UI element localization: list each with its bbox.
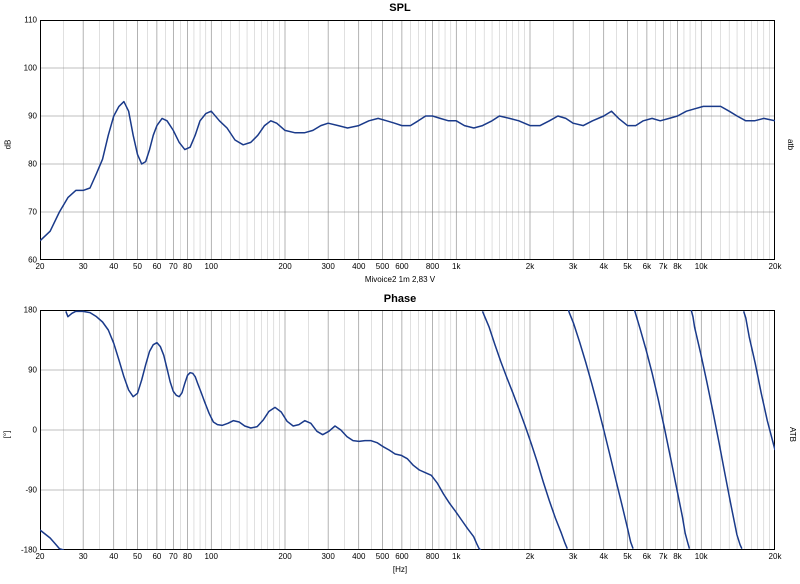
xtick-label: 200 (278, 552, 291, 561)
ytick-label: 100 (7, 64, 37, 73)
xtick-label: 1k (452, 262, 460, 271)
ytick-label: 90 (7, 366, 37, 375)
xtick-label: 5k (623, 262, 631, 271)
phase-ylabel-right: ATB (788, 427, 797, 442)
xtick-label: 70 (169, 262, 178, 271)
xtick-label: 6k (643, 262, 651, 271)
xtick-label: 100 (205, 262, 218, 271)
xtick-label: 500 (376, 262, 389, 271)
ytick-label: 180 (7, 306, 37, 315)
xtick-label: 6k (643, 552, 651, 561)
xtick-label: 8k (673, 262, 681, 271)
xtick-label: 60 (152, 552, 161, 561)
xtick-label: 400 (352, 552, 365, 561)
spl-plot (40, 20, 775, 260)
phase-plot (40, 310, 775, 550)
spl-subtitle: Mivoice2 1m 2,83 V (0, 275, 800, 284)
xtick-label: 30 (79, 262, 88, 271)
spl-title: SPL (0, 2, 800, 14)
xtick-label: 7k (659, 552, 667, 561)
xtick-label: 10k (695, 552, 708, 561)
xtick-label: 100 (205, 552, 218, 561)
xtick-label: 3k (569, 552, 577, 561)
xtick-label: 200 (278, 262, 291, 271)
ytick-label: 0 (7, 426, 37, 435)
xtick-label: 300 (321, 262, 334, 271)
plot1-svg (40, 20, 775, 260)
xtick-label: 20 (36, 262, 45, 271)
xtick-label: 800 (426, 552, 439, 561)
spl-phase-page: SPL dB atb Mivoice2 1m 2,83 V Phase [°] … (0, 0, 800, 584)
xtick-label: 40 (109, 552, 118, 561)
ytick-label: 110 (7, 16, 37, 25)
xtick-label: 20k (769, 262, 782, 271)
xtick-label: 800 (426, 262, 439, 271)
xtick-label: 10k (695, 262, 708, 271)
xtick-label: 50 (133, 262, 142, 271)
xtick-label: 40 (109, 262, 118, 271)
xtick-label: 600 (395, 552, 408, 561)
xtick-label: 3k (569, 262, 577, 271)
xtick-label: 4k (600, 552, 608, 561)
xtick-label: 4k (600, 262, 608, 271)
xtick-label: 20k (769, 552, 782, 561)
ytick-label: 80 (7, 160, 37, 169)
xtick-label: 5k (623, 552, 631, 561)
xtick-label: 80 (183, 262, 192, 271)
phase-title: Phase (0, 293, 800, 305)
xtick-label: 8k (673, 552, 681, 561)
plot2-svg (40, 310, 775, 550)
ytick-label: 90 (7, 112, 37, 121)
xtick-label: 400 (352, 262, 365, 271)
xtick-label: 600 (395, 262, 408, 271)
xtick-label: 60 (152, 262, 161, 271)
xtick-label: 20 (36, 552, 45, 561)
xtick-label: 50 (133, 552, 142, 561)
phase-subtitle: [Hz] (0, 565, 800, 574)
xtick-label: 2k (526, 262, 534, 271)
xtick-label: 2k (526, 552, 534, 561)
ytick-label: -180 (7, 546, 37, 555)
ytick-label: 70 (7, 208, 37, 217)
spl-ylabel-left: dB (3, 140, 12, 150)
xtick-label: 300 (321, 552, 334, 561)
xtick-label: 1k (452, 552, 460, 561)
xtick-label: 80 (183, 552, 192, 561)
xtick-label: 500 (376, 552, 389, 561)
ytick-label: -90 (7, 486, 37, 495)
xtick-label: 30 (79, 552, 88, 561)
ytick-label: 60 (7, 256, 37, 265)
xtick-label: 7k (659, 262, 667, 271)
spl-ylabel-right: atb (786, 139, 795, 150)
xtick-label: 70 (169, 552, 178, 561)
